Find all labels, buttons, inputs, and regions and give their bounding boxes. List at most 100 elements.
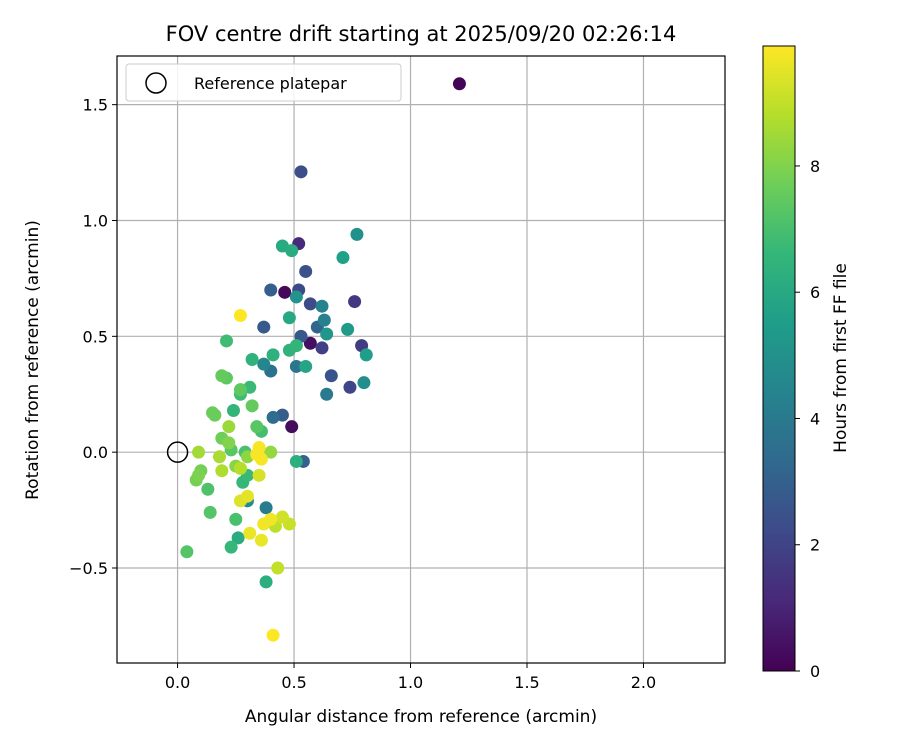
scatter-point <box>252 468 266 482</box>
scatter-point <box>282 311 296 325</box>
scatter-point <box>275 510 289 524</box>
scatter-point <box>350 227 364 241</box>
grid <box>117 56 725 663</box>
scatter-point <box>243 526 257 540</box>
y-axis-label: Rotation from reference (arcmin) <box>23 220 43 500</box>
scatter-point <box>289 454 303 468</box>
chart-title: FOV centre drift starting at 2025/09/20 … <box>166 22 677 46</box>
reference-marker <box>166 441 189 463</box>
scatter-point <box>192 468 206 482</box>
legend-marker <box>145 72 167 94</box>
scatter-point <box>180 545 194 559</box>
scatter-point <box>192 445 206 459</box>
scatter-point <box>264 512 278 526</box>
scatter-point <box>289 339 303 353</box>
legend: Reference platepar <box>125 63 402 102</box>
legend-box <box>125 63 402 102</box>
x-tick-label: 0.0 <box>165 673 190 692</box>
scatter-point <box>215 369 229 383</box>
y-tick-label: 0.5 <box>83 327 108 346</box>
scatter-point <box>320 387 334 401</box>
data-points <box>180 77 466 642</box>
scatter-point <box>315 299 329 313</box>
plot-frame <box>116 55 726 664</box>
scatter-point <box>294 165 308 179</box>
colorbar-ticks: 0 2 4 6 8 <box>795 157 820 681</box>
scatter-point <box>259 575 273 589</box>
scatter-point <box>359 348 373 362</box>
colorbar-tick-label: 2 <box>810 536 820 555</box>
y-tick-label: 0.0 <box>83 443 108 462</box>
scatter-point <box>336 251 350 265</box>
scatter-point <box>266 348 280 362</box>
colorbar-fill <box>762 45 796 672</box>
y-tick-label: 1.5 <box>83 96 108 115</box>
colorbar-tick-label: 4 <box>810 409 820 428</box>
x-tick-label: 2.0 <box>631 673 656 692</box>
scatter-point <box>266 410 280 424</box>
scatter-point <box>343 380 357 394</box>
colorbar-tick-label: 8 <box>810 157 820 176</box>
scatter-point <box>212 450 226 464</box>
colorbar-tick-label: 6 <box>810 283 820 302</box>
scatter-point <box>254 533 268 547</box>
x-tick-label: 0.5 <box>281 673 306 692</box>
scatter-point <box>299 359 313 373</box>
scatter-point <box>222 436 236 450</box>
scatter-point <box>233 383 247 397</box>
scatter-point <box>245 353 259 366</box>
scatter-point <box>226 403 240 417</box>
scatter-point <box>222 420 236 434</box>
scatter-point <box>206 406 220 420</box>
scatter-point <box>219 334 233 348</box>
scatter-point <box>357 376 371 390</box>
scatter-point <box>203 505 217 519</box>
x-tick-label: 1.5 <box>514 673 539 692</box>
scatter-point <box>245 399 259 413</box>
scatter-point <box>201 482 215 496</box>
scatter-point <box>215 464 229 478</box>
scatter-point <box>341 322 355 336</box>
y-tick-label: 1.0 <box>83 211 108 230</box>
scatter-point <box>271 561 285 575</box>
colorbar-label: Hours from first FF file <box>831 263 851 453</box>
scatter-point <box>299 264 313 278</box>
scatter-point <box>303 297 317 311</box>
legend-label: Reference platepar <box>194 74 347 93</box>
scatter-point <box>324 369 338 383</box>
scatter-point <box>285 420 299 434</box>
scatter-point <box>252 441 266 455</box>
scatter-point <box>259 501 273 515</box>
scatter-point <box>317 313 331 327</box>
scatter-point <box>289 290 303 304</box>
x-axis-ticks: 0.0 0.5 1.0 1.5 2.0 <box>165 663 656 692</box>
y-tick-label: −0.5 <box>69 559 108 578</box>
scatter-point <box>257 357 271 371</box>
x-axis-label: Angular distance from reference (arcmin) <box>245 707 597 727</box>
scatter-point <box>285 244 299 258</box>
scatter-point <box>257 320 271 334</box>
scatter-point <box>452 77 466 91</box>
scatter-point <box>303 336 317 350</box>
scatter-point <box>233 308 247 322</box>
scatter-point <box>224 540 238 554</box>
scatter-point <box>231 531 245 545</box>
scatter-point <box>320 327 334 341</box>
scatter-point <box>240 489 254 503</box>
scatter-point <box>233 461 247 475</box>
reference-point <box>166 441 189 463</box>
scatter-point <box>264 283 278 297</box>
x-tick-label: 1.0 <box>398 673 423 692</box>
scatter-point <box>289 359 303 373</box>
scatter-point <box>348 295 362 309</box>
scatter-point <box>266 628 280 642</box>
scatter-point <box>250 420 264 434</box>
scatter-point <box>264 445 278 459</box>
scatter-point <box>229 512 243 526</box>
scatter-point <box>315 341 329 355</box>
y-axis-ticks: −0.5 0.0 0.5 1.0 1.5 <box>69 96 117 578</box>
scatter-point <box>254 452 268 466</box>
scatter-point <box>278 285 292 299</box>
colorbar: 0 2 4 6 8 Hours from first FF file <box>762 45 851 681</box>
